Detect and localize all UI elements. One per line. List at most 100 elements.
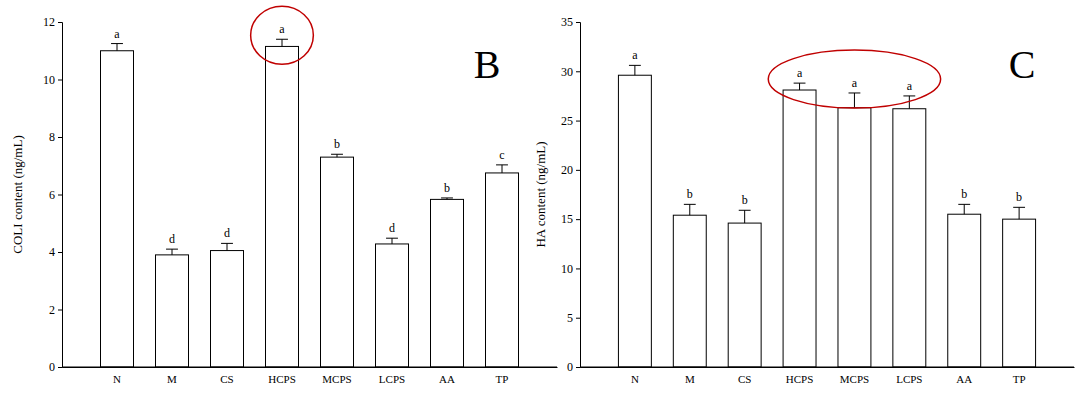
error-bar <box>739 210 751 223</box>
error-bar <box>276 39 288 46</box>
tick-label: TP <box>1013 373 1026 385</box>
tick-label: 6 <box>49 188 55 202</box>
error-bar <box>166 249 178 255</box>
tick-label: 12 <box>43 15 55 29</box>
tick-label: 4 <box>49 245 55 259</box>
bar <box>431 199 464 367</box>
tick-label: 15 <box>561 212 573 226</box>
axis-line <box>581 367 1075 368</box>
tick-mark <box>576 121 580 122</box>
bar <box>948 214 981 367</box>
tick-mark <box>576 268 580 269</box>
x-axis: NMCSHCPSMCPSLCPSAATP <box>63 367 558 385</box>
tick: 12 <box>43 15 62 29</box>
annotation: a <box>852 76 858 90</box>
tick-label: MCPS <box>840 373 869 385</box>
bar <box>893 109 926 367</box>
tick: 0 <box>567 360 580 374</box>
axis-line <box>58 23 63 368</box>
tick: 10 <box>561 262 580 276</box>
bar <box>838 108 871 367</box>
bar <box>156 255 189 367</box>
tick-label: AA <box>956 373 972 385</box>
tick: 8 <box>49 130 62 144</box>
tick-label: 20 <box>561 163 573 177</box>
tick-label: N <box>631 373 639 385</box>
tick: M <box>167 367 177 385</box>
error-bar <box>684 204 696 215</box>
tick: 35 <box>561 15 580 29</box>
highlight-ellipse <box>251 6 314 64</box>
bar <box>321 157 354 367</box>
panel-title: C <box>1009 42 1036 87</box>
tick-label: 0 <box>567 360 573 374</box>
tick-mark <box>58 195 62 196</box>
tick: AA <box>956 367 972 385</box>
tick: HCPS <box>268 367 296 385</box>
tick: AA <box>439 367 455 385</box>
tick: 5 <box>567 311 580 325</box>
tick-mark <box>58 367 62 368</box>
annotation: a <box>632 48 638 62</box>
tick-label: LCPS <box>896 373 922 385</box>
highlight-ellipse <box>768 50 940 108</box>
annotation: b <box>961 187 967 201</box>
axis-line <box>576 23 581 368</box>
bar <box>101 51 134 367</box>
tick-label: 30 <box>561 65 573 79</box>
tick-label: MCPS <box>322 373 351 385</box>
tick-mark <box>58 252 62 253</box>
error-bar <box>794 83 806 90</box>
annotation: a <box>797 66 803 80</box>
tick: CS <box>738 367 751 385</box>
tick-label: 0 <box>49 360 55 374</box>
bar <box>673 215 706 367</box>
panel-title: B <box>474 42 501 87</box>
error-bar <box>1013 207 1025 219</box>
bar <box>783 90 816 367</box>
error-bar <box>111 44 123 51</box>
tick: MCPS <box>840 367 869 385</box>
tick-label: HCPS <box>786 373 814 385</box>
tick-label: 10 <box>43 73 55 87</box>
tick: 4 <box>49 245 62 259</box>
tick-label: 35 <box>561 15 573 29</box>
annotation: c <box>499 148 504 162</box>
y-axis-title: COLI content (ng/mL) <box>10 135 25 253</box>
tick: M <box>685 367 695 385</box>
panel: abbaaabb05101520253035NMCSHCPSMCPSLCPSAA… <box>533 15 1075 384</box>
annotation: d <box>224 226 230 240</box>
bar <box>376 244 409 367</box>
tick-label: HCPS <box>268 373 296 385</box>
annotation: b <box>334 137 340 151</box>
annotation: d <box>169 232 175 246</box>
tick-label: LCPS <box>379 373 405 385</box>
error-bar <box>386 238 398 244</box>
tick-label: CS <box>220 373 233 385</box>
tick-label: M <box>685 373 695 385</box>
tick-label: AA <box>439 373 455 385</box>
tick-label: 2 <box>49 303 55 317</box>
error-bar <box>629 65 641 75</box>
tick: 2 <box>49 303 62 317</box>
tick: N <box>631 367 639 385</box>
tick-mark <box>576 71 580 72</box>
annotation: d <box>389 221 395 235</box>
annotation: a <box>907 79 913 93</box>
bar <box>266 46 299 367</box>
y-axis: 0 2 4 6 8 10 12 <box>43 15 63 374</box>
tick: LCPS <box>896 367 922 385</box>
bar <box>1003 219 1036 367</box>
tick-label: 8 <box>49 130 55 144</box>
annotation: b <box>742 193 748 207</box>
tick-mark <box>576 318 580 319</box>
tick-mark <box>58 137 62 138</box>
tick: 25 <box>561 114 580 128</box>
tick-label: CS <box>738 373 751 385</box>
tick-mark <box>576 367 580 368</box>
tick-label: TP <box>496 373 509 385</box>
tick: 0 <box>49 360 62 374</box>
annotation: b <box>444 181 450 195</box>
tick: 15 <box>561 212 580 226</box>
tick-label: M <box>167 373 177 385</box>
